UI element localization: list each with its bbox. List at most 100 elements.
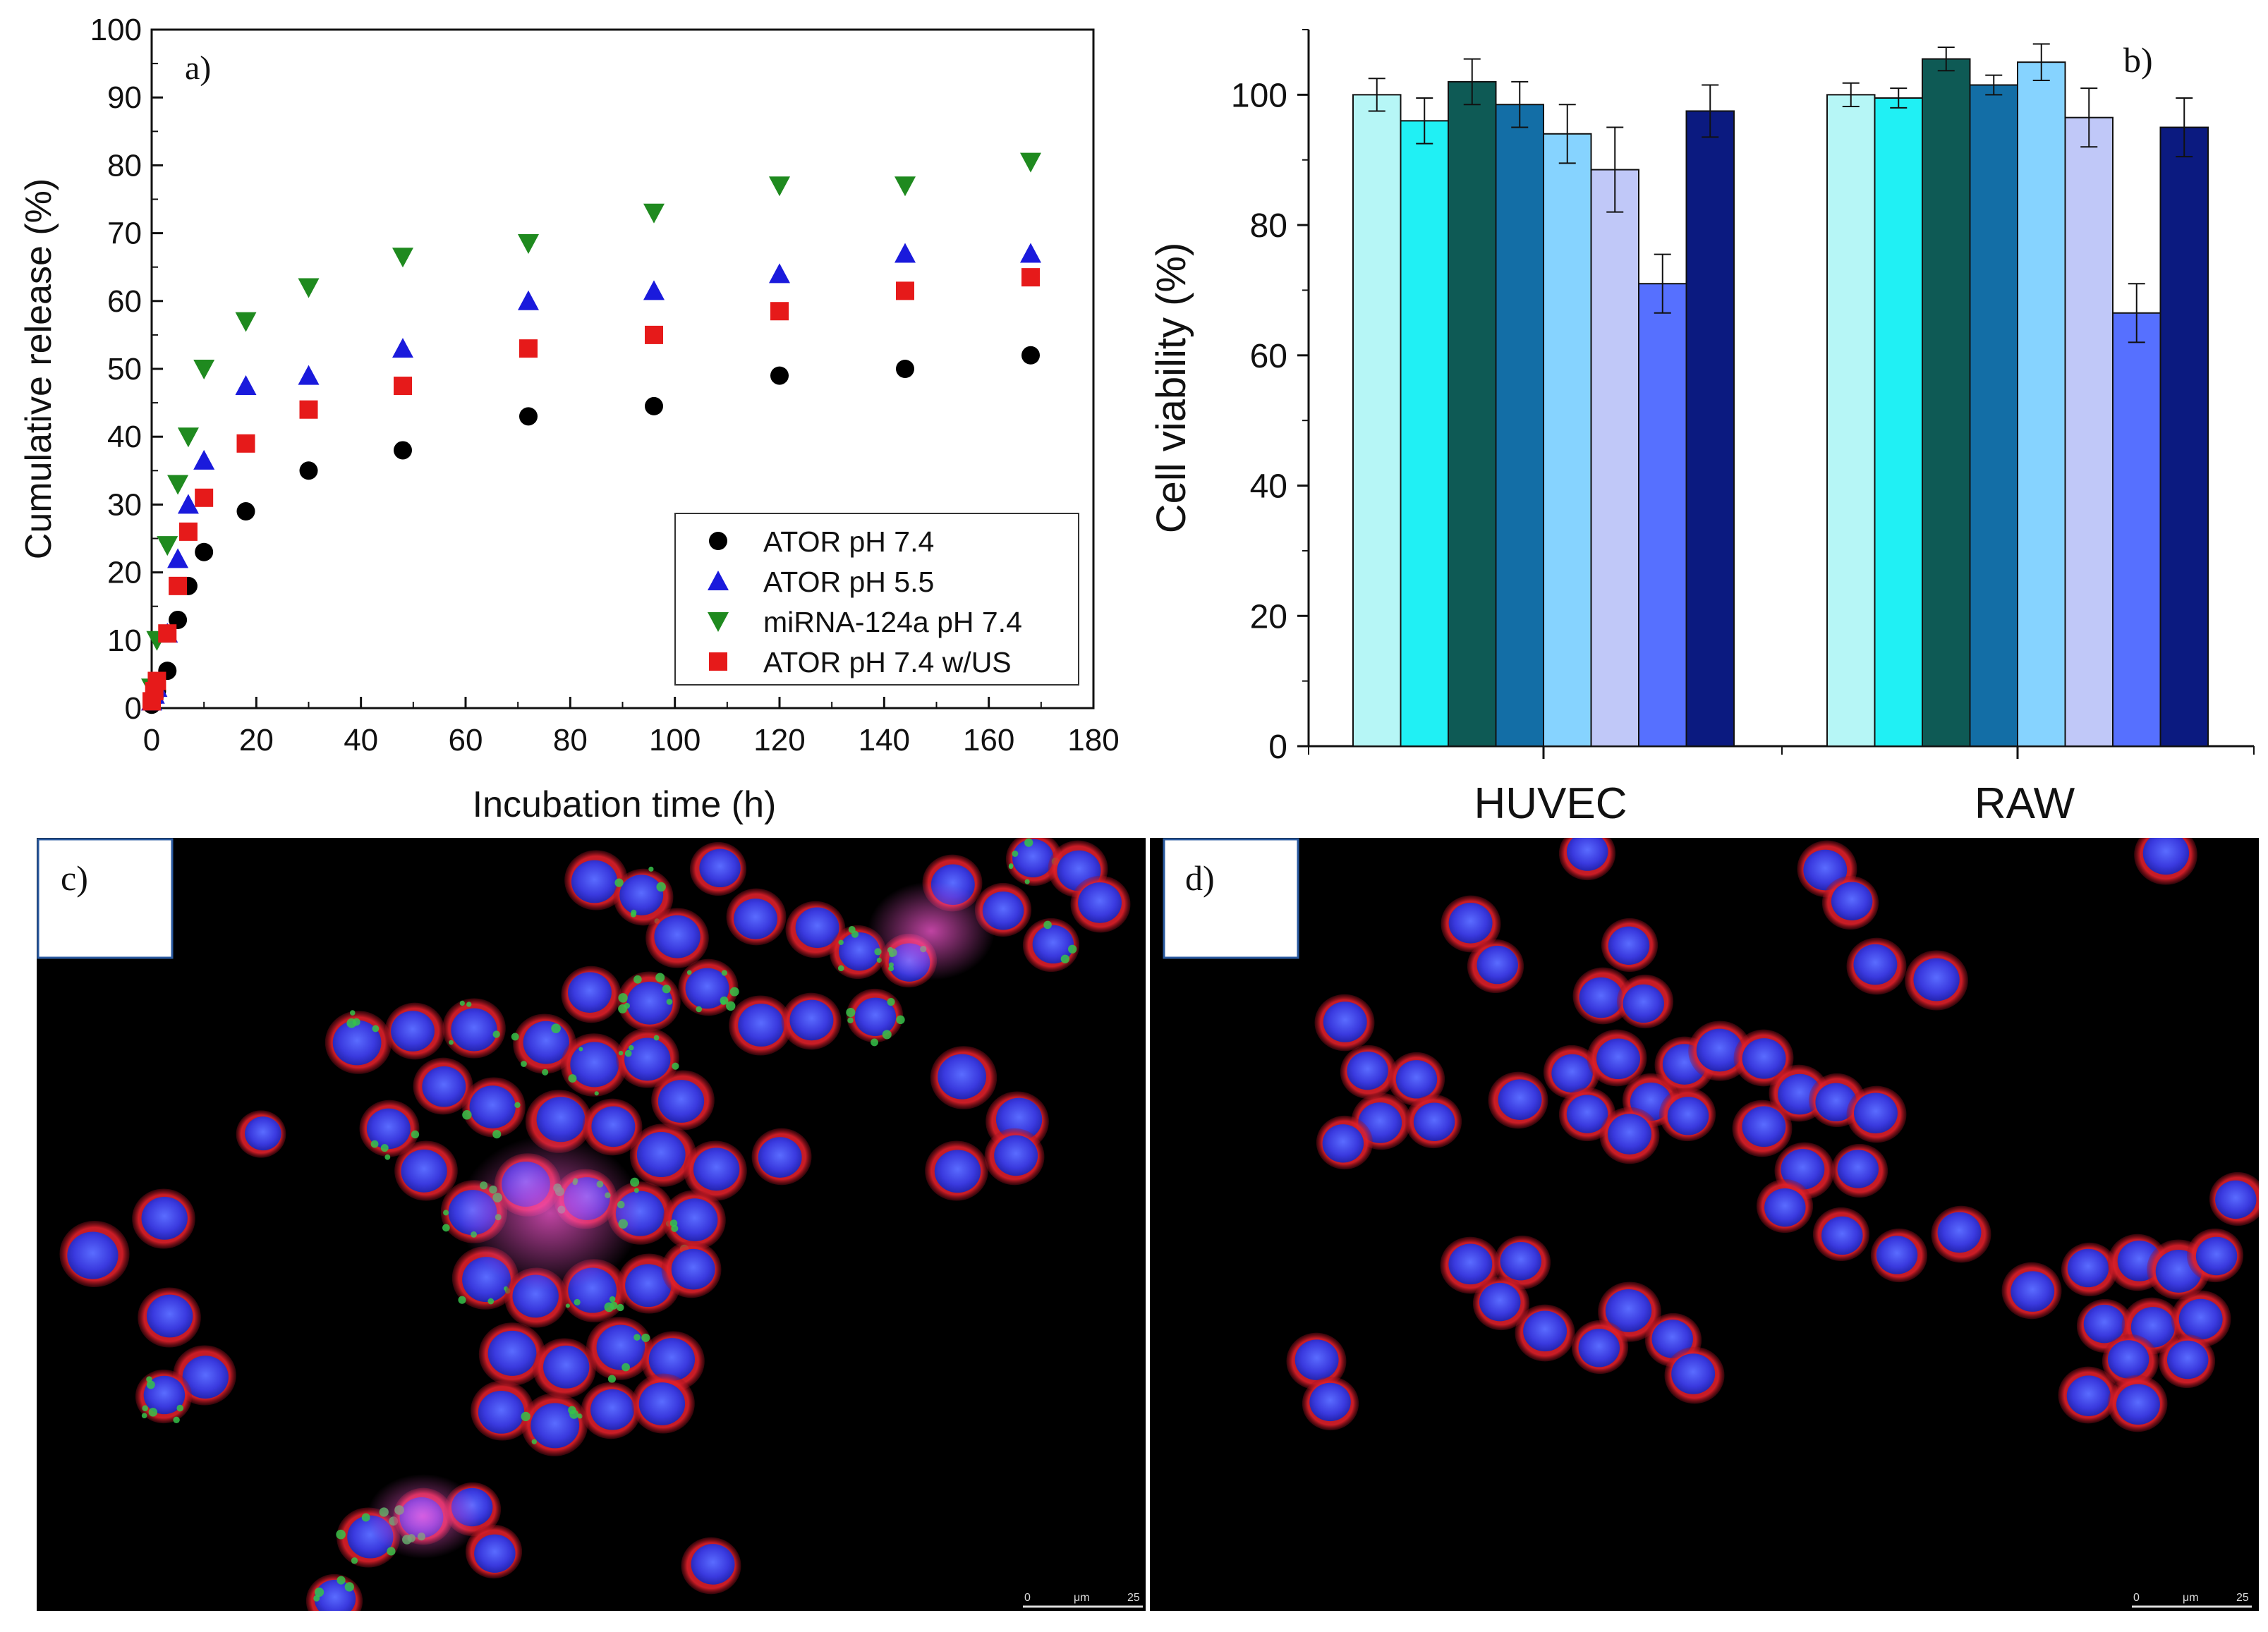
cell-nucleus bbox=[734, 899, 777, 939]
data-point bbox=[519, 407, 538, 426]
uptake-spot bbox=[648, 866, 654, 872]
cell bbox=[564, 850, 628, 911]
bar bbox=[2159, 126, 2209, 747]
bar bbox=[1922, 58, 1971, 747]
uptake-spot bbox=[176, 1404, 184, 1412]
cell bbox=[59, 1220, 130, 1288]
cell-nucleus bbox=[422, 1066, 466, 1107]
legend-marker bbox=[709, 652, 727, 671]
uptake-spot bbox=[521, 1061, 527, 1067]
uptake-spot bbox=[336, 1576, 346, 1585]
cell-nucleus bbox=[366, 1108, 411, 1150]
uptake-spot bbox=[720, 996, 729, 1005]
cell bbox=[1599, 1107, 1660, 1164]
legend-item[interactable]: ATOR pH 7.4 bbox=[709, 525, 934, 558]
cell bbox=[560, 1033, 628, 1097]
uptake-spot bbox=[621, 1363, 630, 1372]
data-point bbox=[235, 312, 257, 332]
x-tick-label: 140 bbox=[859, 723, 910, 757]
cell-nucleus bbox=[451, 1008, 497, 1052]
uptake-spot bbox=[838, 939, 844, 945]
data-point bbox=[769, 176, 790, 197]
uptake-spot bbox=[344, 1582, 354, 1592]
cell bbox=[533, 1338, 596, 1399]
scale-bar-c-start: 0 bbox=[1024, 1592, 1031, 1604]
bar bbox=[2112, 312, 2161, 748]
cell-nucleus bbox=[596, 1325, 645, 1370]
scale-bar-d-end: 25 bbox=[2236, 1592, 2249, 1604]
cell-nucleus bbox=[1032, 925, 1074, 964]
uptake-spot bbox=[633, 1334, 641, 1341]
uptake-spot bbox=[655, 973, 665, 982]
data-point bbox=[645, 396, 663, 415]
cell-nucleus bbox=[1937, 1212, 1982, 1253]
cell bbox=[1440, 1236, 1500, 1294]
cell-nucleus bbox=[1578, 1329, 1620, 1368]
cell bbox=[1302, 1376, 1359, 1431]
cell-nucleus bbox=[789, 999, 834, 1041]
cell bbox=[1732, 1100, 1793, 1157]
cell bbox=[617, 971, 681, 1032]
micrograph-d-label: d) bbox=[1185, 858, 1215, 898]
fluorescent-glow bbox=[868, 882, 995, 980]
cell-nucleus bbox=[625, 1264, 672, 1308]
data-point bbox=[392, 248, 413, 268]
cell-nucleus bbox=[1566, 1095, 1608, 1133]
legend-label: miRNA-124a pH 7.4 bbox=[763, 606, 1022, 638]
cell bbox=[394, 1140, 458, 1201]
y-tick-label: 60 bbox=[107, 284, 142, 319]
legend-item[interactable]: ATOR pH 5.5 bbox=[708, 566, 934, 598]
cell bbox=[2001, 1262, 2062, 1320]
cell bbox=[305, 1573, 363, 1611]
release-legend[interactable]: ATOR pH 7.4 ATOR pH 5.5 miRNA-124a pH 7.4 A… bbox=[674, 513, 1079, 686]
y-tick-label: 20 bbox=[107, 556, 142, 590]
cell bbox=[662, 1190, 726, 1254]
legend-item[interactable]: miRNA-124a pH 7.4 bbox=[708, 606, 1022, 638]
bar bbox=[1969, 84, 2018, 747]
uptake-spot bbox=[148, 1408, 158, 1417]
legend-item[interactable]: ATOR pH 7.4 w/US bbox=[709, 646, 1012, 678]
uptake-spot bbox=[837, 965, 844, 972]
cell bbox=[1515, 1304, 1575, 1362]
cell bbox=[521, 1393, 588, 1456]
data-point bbox=[235, 375, 257, 396]
cell bbox=[2058, 1366, 2118, 1424]
data-point bbox=[1021, 346, 1040, 365]
cell bbox=[561, 966, 621, 1023]
uptake-spot bbox=[1024, 838, 1033, 847]
cell-nucleus bbox=[2083, 1304, 2126, 1344]
data-point bbox=[193, 360, 215, 379]
bar bbox=[1495, 104, 1544, 747]
cell-nucleus bbox=[1323, 1001, 1367, 1042]
cell-nucleus bbox=[1347, 1051, 1388, 1090]
uptake-spot bbox=[449, 1040, 454, 1045]
cell bbox=[1005, 838, 1063, 887]
data-point bbox=[299, 461, 318, 480]
scale-bar-d-start: 0 bbox=[2133, 1592, 2140, 1604]
cell bbox=[1846, 937, 1907, 995]
cell bbox=[1022, 918, 1080, 973]
cell bbox=[631, 1373, 695, 1434]
cell bbox=[1831, 1143, 1888, 1198]
cell-nucleus bbox=[648, 1338, 696, 1381]
y-tick-label: 10 bbox=[107, 623, 142, 658]
cell-nucleus bbox=[626, 981, 673, 1025]
cell bbox=[1340, 1045, 1397, 1100]
cell bbox=[1488, 1071, 1548, 1129]
cell-nucleus bbox=[1596, 1038, 1640, 1080]
y-tick-label: 40 bbox=[107, 420, 142, 454]
uptake-spot bbox=[629, 1045, 634, 1051]
cell-nucleus bbox=[530, 1403, 580, 1449]
viability-axis-ticks: 0 20 40 60 80 100 HUVEC RAW bbox=[1231, 29, 2255, 828]
cell-nucleus bbox=[738, 1004, 784, 1047]
cell bbox=[1472, 1276, 1530, 1331]
scale-bar-c-unit: μm bbox=[1074, 1592, 1090, 1604]
cell-nucleus bbox=[478, 1390, 525, 1434]
uptake-spot bbox=[1024, 879, 1030, 884]
data-point bbox=[177, 494, 199, 514]
data-point bbox=[1020, 243, 1041, 263]
data-point bbox=[895, 176, 916, 197]
cell-nucleus bbox=[685, 968, 729, 1009]
viability-y-axis-label: Cell viability (%) bbox=[1148, 243, 1194, 534]
